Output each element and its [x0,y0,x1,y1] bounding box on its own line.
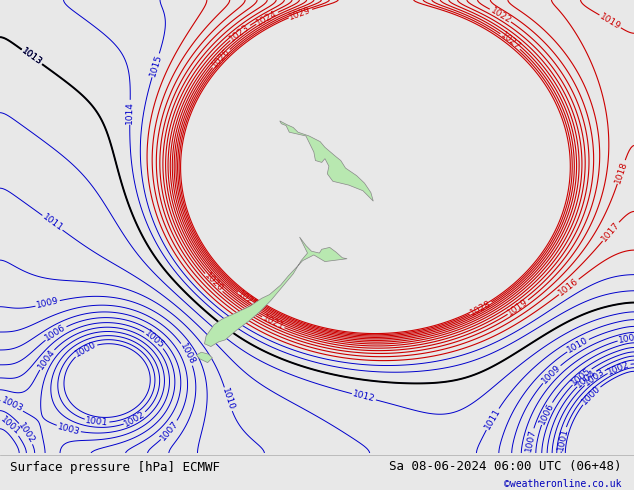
Text: 1015: 1015 [148,53,164,78]
Text: 1003: 1003 [583,367,606,388]
Text: 1011: 1011 [41,212,65,233]
Text: Surface pressure [hPa] ECMWF: Surface pressure [hPa] ECMWF [10,462,219,474]
Text: 1013: 1013 [20,47,44,67]
Text: 1001: 1001 [85,416,109,428]
Text: 1000: 1000 [580,384,602,407]
Text: 1000: 1000 [74,340,98,359]
Text: 1001: 1001 [0,415,22,437]
Text: 1007: 1007 [524,428,538,453]
Text: 1002: 1002 [607,360,631,376]
Text: 1019: 1019 [506,297,530,318]
Text: 1021: 1021 [261,314,285,332]
Text: 1022: 1022 [488,5,513,25]
Text: 1005: 1005 [570,366,593,388]
Text: 1016: 1016 [557,276,581,297]
Polygon shape [197,352,212,363]
Text: 1008: 1008 [618,332,634,344]
Text: 1006: 1006 [538,401,555,426]
Text: 1017: 1017 [600,220,622,243]
Text: 1009: 1009 [36,296,60,310]
Polygon shape [205,237,347,346]
Text: 1024: 1024 [255,8,279,27]
Text: 1004: 1004 [574,368,598,389]
Text: 1003: 1003 [0,396,24,414]
Text: 1018: 1018 [613,160,629,184]
Text: 1007: 1007 [158,419,181,442]
Text: 1029: 1029 [288,5,313,22]
Text: 1002: 1002 [123,410,147,429]
Text: 1023: 1023 [228,22,252,43]
Text: 1003: 1003 [56,422,81,437]
Text: 1010: 1010 [221,387,236,412]
Text: 1008: 1008 [178,342,197,367]
Text: 1001: 1001 [556,427,570,451]
Text: 1009: 1009 [540,363,563,386]
Text: 1013: 1013 [20,47,44,67]
Text: ©weatheronline.co.uk: ©weatheronline.co.uk [504,480,621,490]
Text: 1020: 1020 [202,271,225,294]
Text: 1011: 1011 [482,407,502,431]
Text: 1025: 1025 [236,290,260,310]
Text: 1010: 1010 [566,336,590,355]
Text: 1027: 1027 [498,30,522,52]
Text: 1002: 1002 [16,421,37,445]
Text: 1028: 1028 [469,299,493,318]
Text: 1019: 1019 [598,12,623,31]
Text: 1004: 1004 [36,347,57,371]
Text: 1005: 1005 [143,329,166,350]
Text: 1006: 1006 [44,323,68,343]
Polygon shape [280,121,373,201]
Text: 1012: 1012 [352,390,376,404]
Text: 1026: 1026 [210,47,232,70]
Text: Sa 08-06-2024 06:00 UTC (06+48): Sa 08-06-2024 06:00 UTC (06+48) [389,460,621,473]
Text: 1014: 1014 [126,101,134,124]
